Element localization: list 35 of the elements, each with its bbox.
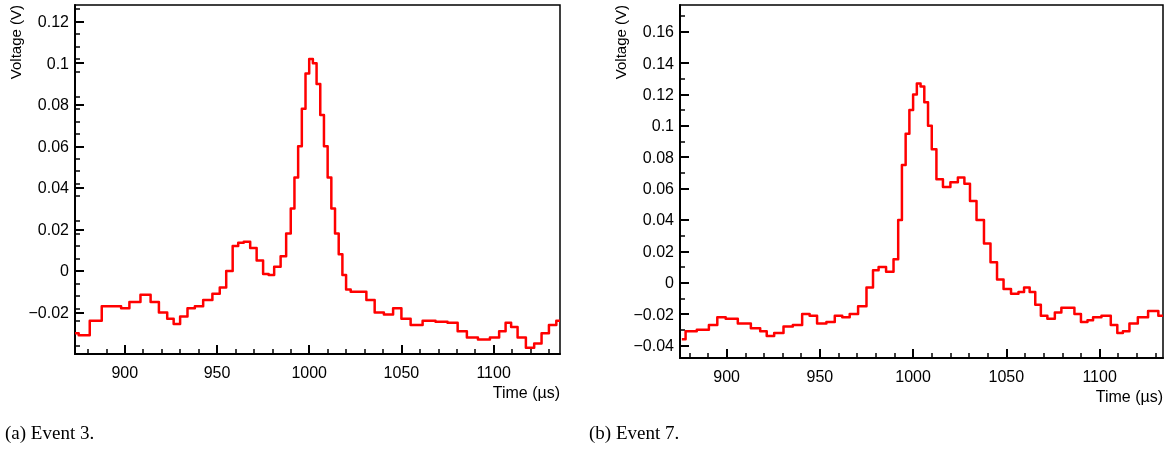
x-tick-label: 900 (713, 367, 741, 385)
x-tick-label: 1100 (476, 363, 511, 381)
y-tick-label: −0.04 (633, 336, 675, 354)
y-tick-label: 0.04 (642, 211, 675, 229)
y-tick-label: −0.02 (28, 303, 70, 321)
y-tick-label: 0.1 (46, 54, 70, 72)
text: (b) Event 7. (589, 422, 680, 444)
y-tick-label: 0.02 (642, 242, 675, 260)
y-tick-label: 0.1 (651, 117, 675, 135)
x-tick-label: 1000 (895, 367, 932, 385)
y-axis-title: Voltage (V) (612, 5, 629, 80)
x-tick-label: 950 (203, 363, 231, 381)
y-tick-label: 0.08 (37, 96, 70, 114)
text: (a) Event 3. (5, 422, 95, 444)
x-axis-title: Time (µs) (492, 383, 560, 401)
x-tick-label: 1050 (383, 363, 420, 381)
x-tick-label: 1000 (291, 363, 328, 381)
x-tick-label: 1100 (1082, 367, 1117, 385)
x-tick-label: 900 (111, 363, 139, 381)
y-tick-label: 0.08 (642, 148, 675, 166)
x-tick-label: 950 (806, 367, 834, 385)
y-tick-label: 0.04 (37, 179, 70, 197)
y-tick-label: 0 (665, 274, 675, 292)
y-tick-label: 0.12 (642, 85, 675, 103)
y-tick-label: 0.06 (37, 137, 70, 155)
x-tick-label: 1050 (988, 367, 1025, 385)
x-axis-title: Time (µs) (1095, 387, 1163, 405)
y-axis-title: Voltage (V) (7, 5, 24, 80)
y-tick-label: 0.12 (37, 13, 70, 31)
y-tick-label: −0.02 (633, 305, 675, 323)
y-tick-label: 0.02 (37, 220, 70, 238)
y-tick-label: 0 (60, 262, 70, 280)
y-tick-label: 0.16 (642, 23, 675, 41)
y-tick-label: 0.14 (642, 54, 675, 72)
y-tick-label: 0.06 (642, 180, 675, 198)
